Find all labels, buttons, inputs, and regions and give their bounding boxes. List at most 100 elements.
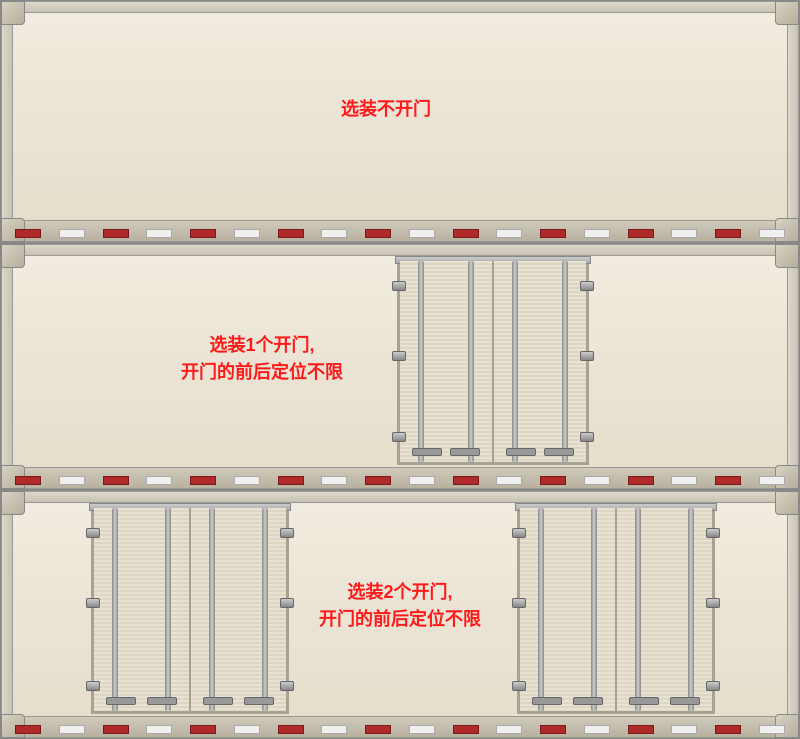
reflector-red [365, 229, 391, 238]
side-door [397, 258, 589, 465]
reflector-white [146, 476, 172, 485]
hinge [512, 681, 526, 691]
caption-line: 选装不开门 [341, 99, 431, 119]
door-handle [450, 448, 480, 456]
reflector-red [103, 229, 129, 238]
reflector-white [59, 476, 85, 485]
hinge [86, 528, 100, 538]
door-handle [573, 697, 603, 705]
door-handle [412, 448, 442, 456]
hinge [280, 528, 294, 538]
frame-left [1, 1, 13, 242]
reflector-red [103, 476, 129, 485]
hinge [280, 598, 294, 608]
reflector-red [715, 476, 741, 485]
door-handle [106, 697, 136, 705]
reflector-red [190, 725, 216, 734]
lock-bar [468, 261, 474, 462]
reflector-red [278, 725, 304, 734]
hinge [580, 351, 594, 361]
reflector-red [628, 725, 654, 734]
hinge [706, 528, 720, 538]
caption-one-door: 选装1个开门, 开门的前后定位不限 [181, 332, 343, 386]
hinge [580, 432, 594, 442]
reflector-white [496, 725, 522, 734]
corner-bracket [775, 1, 799, 25]
lock-bar [209, 508, 215, 711]
door-handle [544, 448, 574, 456]
lock-bar [512, 261, 518, 462]
corner-bracket [1, 491, 25, 515]
reflector-white [584, 476, 610, 485]
reflector-red [453, 725, 479, 734]
reflector-white [496, 476, 522, 485]
reflector-white [409, 229, 435, 238]
door-leaf-left [400, 261, 494, 462]
corner-bracket [1, 244, 25, 268]
lock-bar [562, 261, 568, 462]
reflector-red [453, 476, 479, 485]
reflector-white [584, 229, 610, 238]
reflector-red [365, 476, 391, 485]
door-leaf-right [191, 508, 286, 711]
hinge [580, 281, 594, 291]
reflector-white [59, 229, 85, 238]
hinge [392, 351, 406, 361]
door-handle [629, 697, 659, 705]
hinge [392, 281, 406, 291]
reflector-red [15, 476, 41, 485]
lock-bar [688, 508, 694, 711]
reflector-red [15, 229, 41, 238]
reflector-white [59, 725, 85, 734]
trailer-panel-no-door: 选装不开门 [0, 0, 800, 243]
caption-line: 开门的前后定位不限 [319, 609, 481, 629]
corner-bracket [1, 1, 25, 25]
reflector-white [759, 229, 785, 238]
reflector-white [409, 725, 435, 734]
door-handle [506, 448, 536, 456]
corner-bracket [775, 491, 799, 515]
door-handle [670, 697, 700, 705]
reflector-red [540, 476, 566, 485]
reflector-white [321, 229, 347, 238]
caption-line: 选装2个开门, [347, 582, 452, 602]
reflector-white [759, 476, 785, 485]
door-leaf-left [520, 508, 617, 711]
door-handle [532, 697, 562, 705]
trailer-panel-two-doors: 选装2个开门, 开门的前后定位不限 [0, 490, 800, 739]
reflector-red [715, 229, 741, 238]
frame-left [1, 244, 13, 489]
reflector-red [540, 229, 566, 238]
reflector-red [628, 476, 654, 485]
reflector-white [146, 229, 172, 238]
reflector-white [146, 725, 172, 734]
reflector-red [278, 476, 304, 485]
lock-bar [262, 508, 268, 711]
reflector-white [234, 229, 260, 238]
reflector-white [234, 725, 260, 734]
hinge [86, 598, 100, 608]
reflector-red [103, 725, 129, 734]
trailer-panel-one-door: 选装1个开门, 开门的前后定位不限 [0, 243, 800, 490]
reflector-white [671, 229, 697, 238]
reflector-white [671, 725, 697, 734]
reflector-strip [15, 228, 785, 238]
frame-right [787, 244, 799, 489]
reflector-strip [15, 475, 785, 485]
reflector-white [321, 725, 347, 734]
reflector-white [321, 476, 347, 485]
reflector-red [190, 476, 216, 485]
side-door [91, 505, 289, 714]
reflector-white [496, 229, 522, 238]
reflector-white [409, 476, 435, 485]
reflector-white [234, 476, 260, 485]
frame-top [1, 1, 799, 13]
reflector-red [628, 229, 654, 238]
reflector-red [540, 725, 566, 734]
hinge [86, 681, 100, 691]
door-handle [244, 697, 274, 705]
door-leaf-right [494, 261, 586, 462]
caption-no-door: 选装不开门 [341, 96, 431, 123]
caption-two-doors: 选装2个开门, 开门的前后定位不限 [319, 579, 481, 633]
reflector-red [715, 725, 741, 734]
